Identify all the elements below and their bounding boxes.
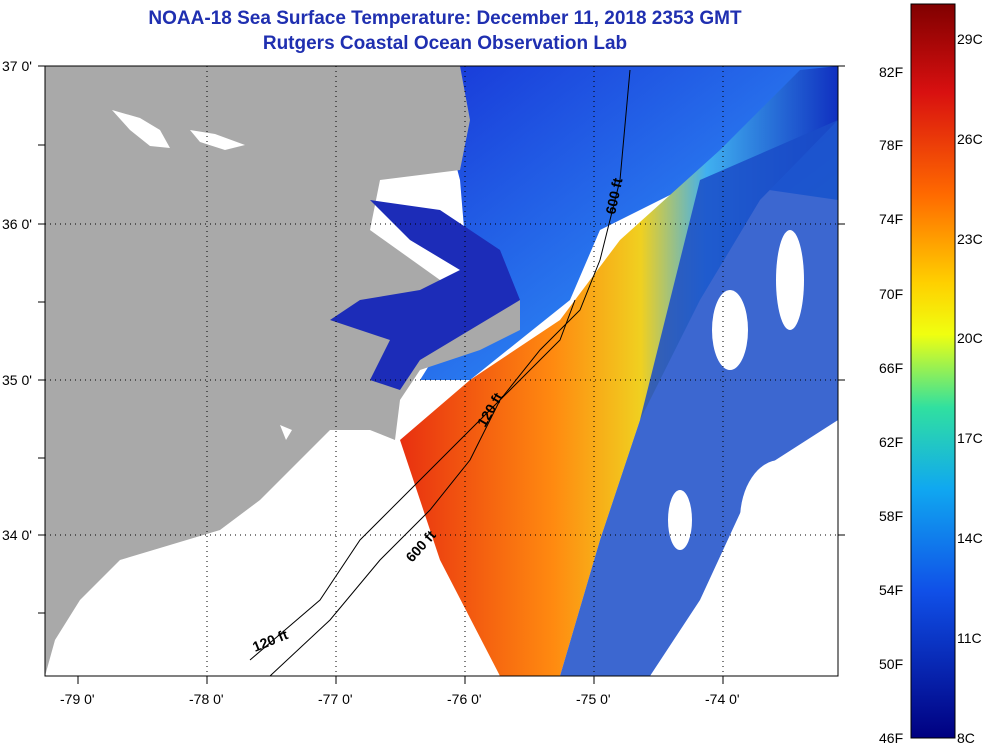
contour-label-600-north: 600 ft (602, 176, 625, 215)
inland-lakes (112, 110, 292, 440)
colorbar-f-label: 74F (879, 211, 903, 227)
colorbar-c-label: 11C (957, 630, 982, 646)
colorbar-c-label: 14C (957, 530, 983, 546)
lon-label-74: -74 0' (705, 691, 740, 707)
lat-label-35: 35 0' (2, 372, 32, 388)
colorbar-f-label: 70F (879, 286, 903, 302)
colorbar-fahrenheit-labels: 82F 78F 74F 70F 66F 62F 58F 54F 50F 46F (879, 64, 903, 746)
colorbar-c-label: 29C (957, 31, 983, 47)
land (45, 66, 520, 676)
colorbar-f-label: 78F (879, 137, 903, 153)
axis-ticks (38, 65, 845, 684)
lat-label-34: 34 0' (2, 527, 32, 543)
offshore-patches (560, 120, 838, 676)
lon-label-77: -77 0' (318, 691, 353, 707)
colorbar-f-label: 82F (879, 64, 903, 80)
colorbar-c-label: 23C (957, 231, 983, 247)
colorbar-f-label: 62F (879, 434, 903, 450)
lon-label-78: -78 0' (189, 691, 224, 707)
map-subtitle: Rutgers Coastal Ocean Observation Lab (262, 33, 628, 54)
lon-label-76: -76 0' (447, 691, 482, 707)
colorbar-c-label: 20C (957, 330, 983, 346)
colorbar-c-label: 8C (957, 730, 975, 746)
colorbar-c-label: 17C (957, 430, 983, 446)
colorbar-f-label: 50F (879, 656, 903, 672)
colorbar-c-label: 26C (957, 131, 983, 147)
map-title: NOAA-18 Sea Surface Temperature: Decembe… (148, 8, 742, 29)
colorbar-celsius-labels: 29C 26C 23C 20C 17C 14C 11C 8C (957, 31, 983, 746)
colorbar-f-label: 66F (879, 360, 903, 376)
colorbar-f-label: 54F (879, 582, 903, 598)
cloud-gaps (668, 230, 840, 670)
lat-label-36: 36 0' (2, 216, 32, 232)
graticule (45, 66, 838, 676)
contour-120-line (249, 299, 576, 661)
lat-label-37: 37 0' (2, 58, 32, 74)
lon-label-75: -75 0' (576, 691, 611, 707)
lon-label-79: -79 0' (60, 691, 95, 707)
pamlico-sound (330, 200, 520, 390)
map-frame (44, 65, 839, 677)
colorbar-f-label: 46F (879, 730, 903, 746)
colorbar-f-label: 58F (879, 508, 903, 524)
colorbar (910, 3, 956, 739)
